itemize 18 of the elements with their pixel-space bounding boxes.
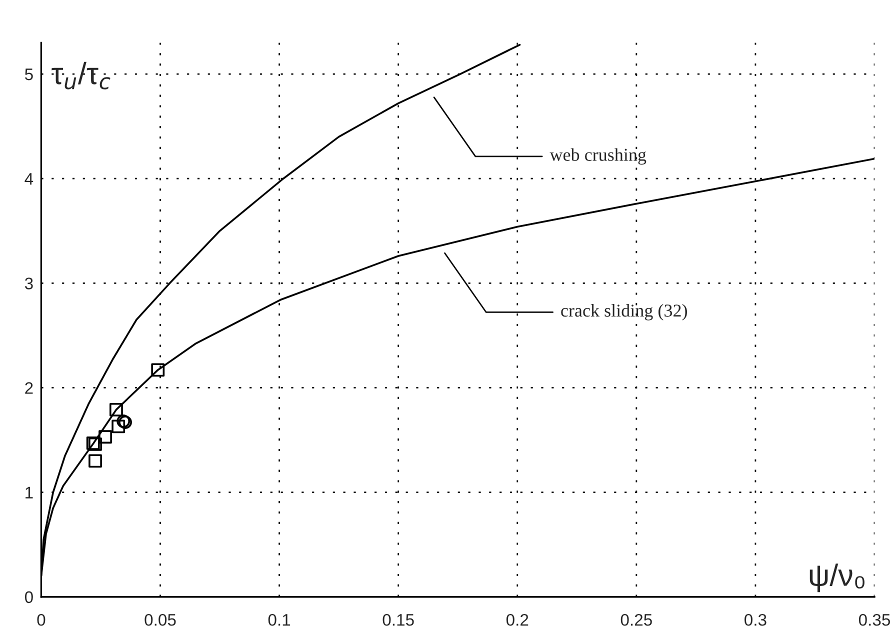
x-tick-label: 0 [37, 614, 46, 626]
y-tick-label: 0 [24, 591, 33, 604]
y-tick-label: 1 [26, 486, 33, 498]
x-tick-label: 0.35 [858, 614, 890, 626]
y-tick-label: 5 [24, 68, 33, 80]
y-tick-label: 3 [24, 278, 33, 290]
x-tick-label: 0.3 [744, 614, 766, 626]
x-tick-label: 0.15 [382, 614, 414, 626]
x-tick-label: 0.05 [144, 614, 176, 626]
y-tick-label: 2 [25, 382, 33, 394]
y-tick-label: 4 [24, 173, 34, 185]
x-tick-label: 0.1 [268, 614, 290, 626]
annotation: crack sliding (32) [561, 304, 687, 320]
x-axis-title: ψ/ν₀ [810, 564, 864, 592]
annotation: web crushing [550, 148, 646, 165]
y-axis-title: τ$_{u}$/τ$_{c}$ [52, 62, 110, 90]
x-tick-label: 0.25 [620, 614, 652, 626]
x-tick-label: 0.2 [506, 614, 528, 626]
